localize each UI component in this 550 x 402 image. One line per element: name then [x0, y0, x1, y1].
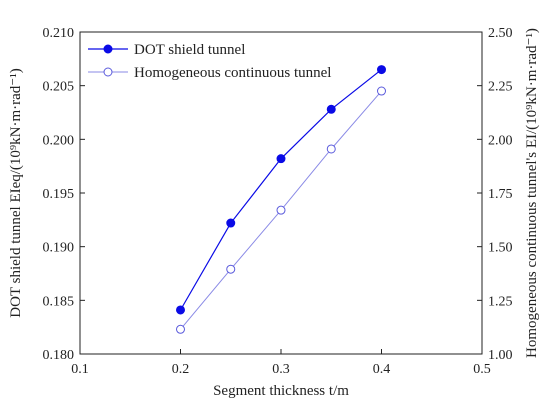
x-tick-label: 0.2: [172, 362, 190, 377]
x-tick-label: 0.1: [71, 362, 89, 377]
x-tick-label: 0.5: [473, 362, 491, 377]
right-y-tick-label: 1.25: [488, 294, 513, 309]
left-y-tick-label: 0.195: [43, 187, 75, 202]
right-y-axis-label: Homogeneous continuous tunnel's EI/(10⁹k…: [524, 28, 540, 358]
series-2-point: [176, 324, 185, 334]
x-tick-label: 0.4: [373, 362, 391, 377]
x-axis-label: Segment thickness t/m: [213, 383, 349, 399]
right-y-axis-ticks: 1.00 1.25 1.50 1.75 2.00 2.25 2.50: [477, 26, 513, 363]
series-1-point: [377, 65, 386, 75]
series-1-line: [179, 69, 382, 311]
series-1-point: [276, 154, 286, 164]
left-y-axis-ticks: 0.180 0.185 0.190 0.195 0.200 0.205 0.210: [43, 26, 85, 363]
series-1-point: [326, 104, 336, 114]
left-y-tick-label: 0.200: [43, 133, 75, 148]
legend-label-series-2: Homogeneous continuous tunnel: [134, 65, 331, 81]
legend-marker-series-2: [103, 67, 113, 77]
legend-label-series-1: DOT shield tunnel: [134, 42, 245, 58]
series-2-point: [226, 264, 236, 274]
legend-marker-series-1: [103, 44, 113, 54]
series-2-point: [276, 205, 286, 215]
right-y-tick-label: 1.50: [488, 241, 513, 256]
left-y-tick-label: 0.190: [43, 241, 75, 256]
right-y-tick-label: 2.00: [488, 133, 513, 148]
right-y-tick-label: 2.50: [488, 26, 513, 41]
series-2-point: [377, 86, 386, 96]
left-y-tick-label: 0.180: [43, 348, 75, 363]
series-1-point: [176, 305, 185, 315]
left-y-tick-label: 0.205: [43, 80, 75, 95]
left-y-tick-label: 0.185: [43, 294, 75, 309]
series-2-point: [326, 144, 336, 154]
left-y-tick-label: 0.210: [43, 26, 75, 41]
right-y-tick-label: 2.25: [488, 80, 513, 95]
series: [176, 65, 386, 334]
x-tick-label: 0.3: [272, 362, 290, 377]
right-y-tick-label: 1.75: [488, 187, 513, 202]
series-1-point: [226, 218, 236, 228]
legend: DOT shield tunnel Homogeneous continuous…: [88, 42, 331, 81]
x-axis-ticks: 0.1 0.2 0.3 0.4 0.5: [71, 349, 491, 377]
right-y-tick-label: 1.00: [488, 348, 513, 363]
left-y-axis-label: DOT shield tunnel EIeq/(10⁹kN·m·rad⁻¹): [8, 68, 24, 317]
